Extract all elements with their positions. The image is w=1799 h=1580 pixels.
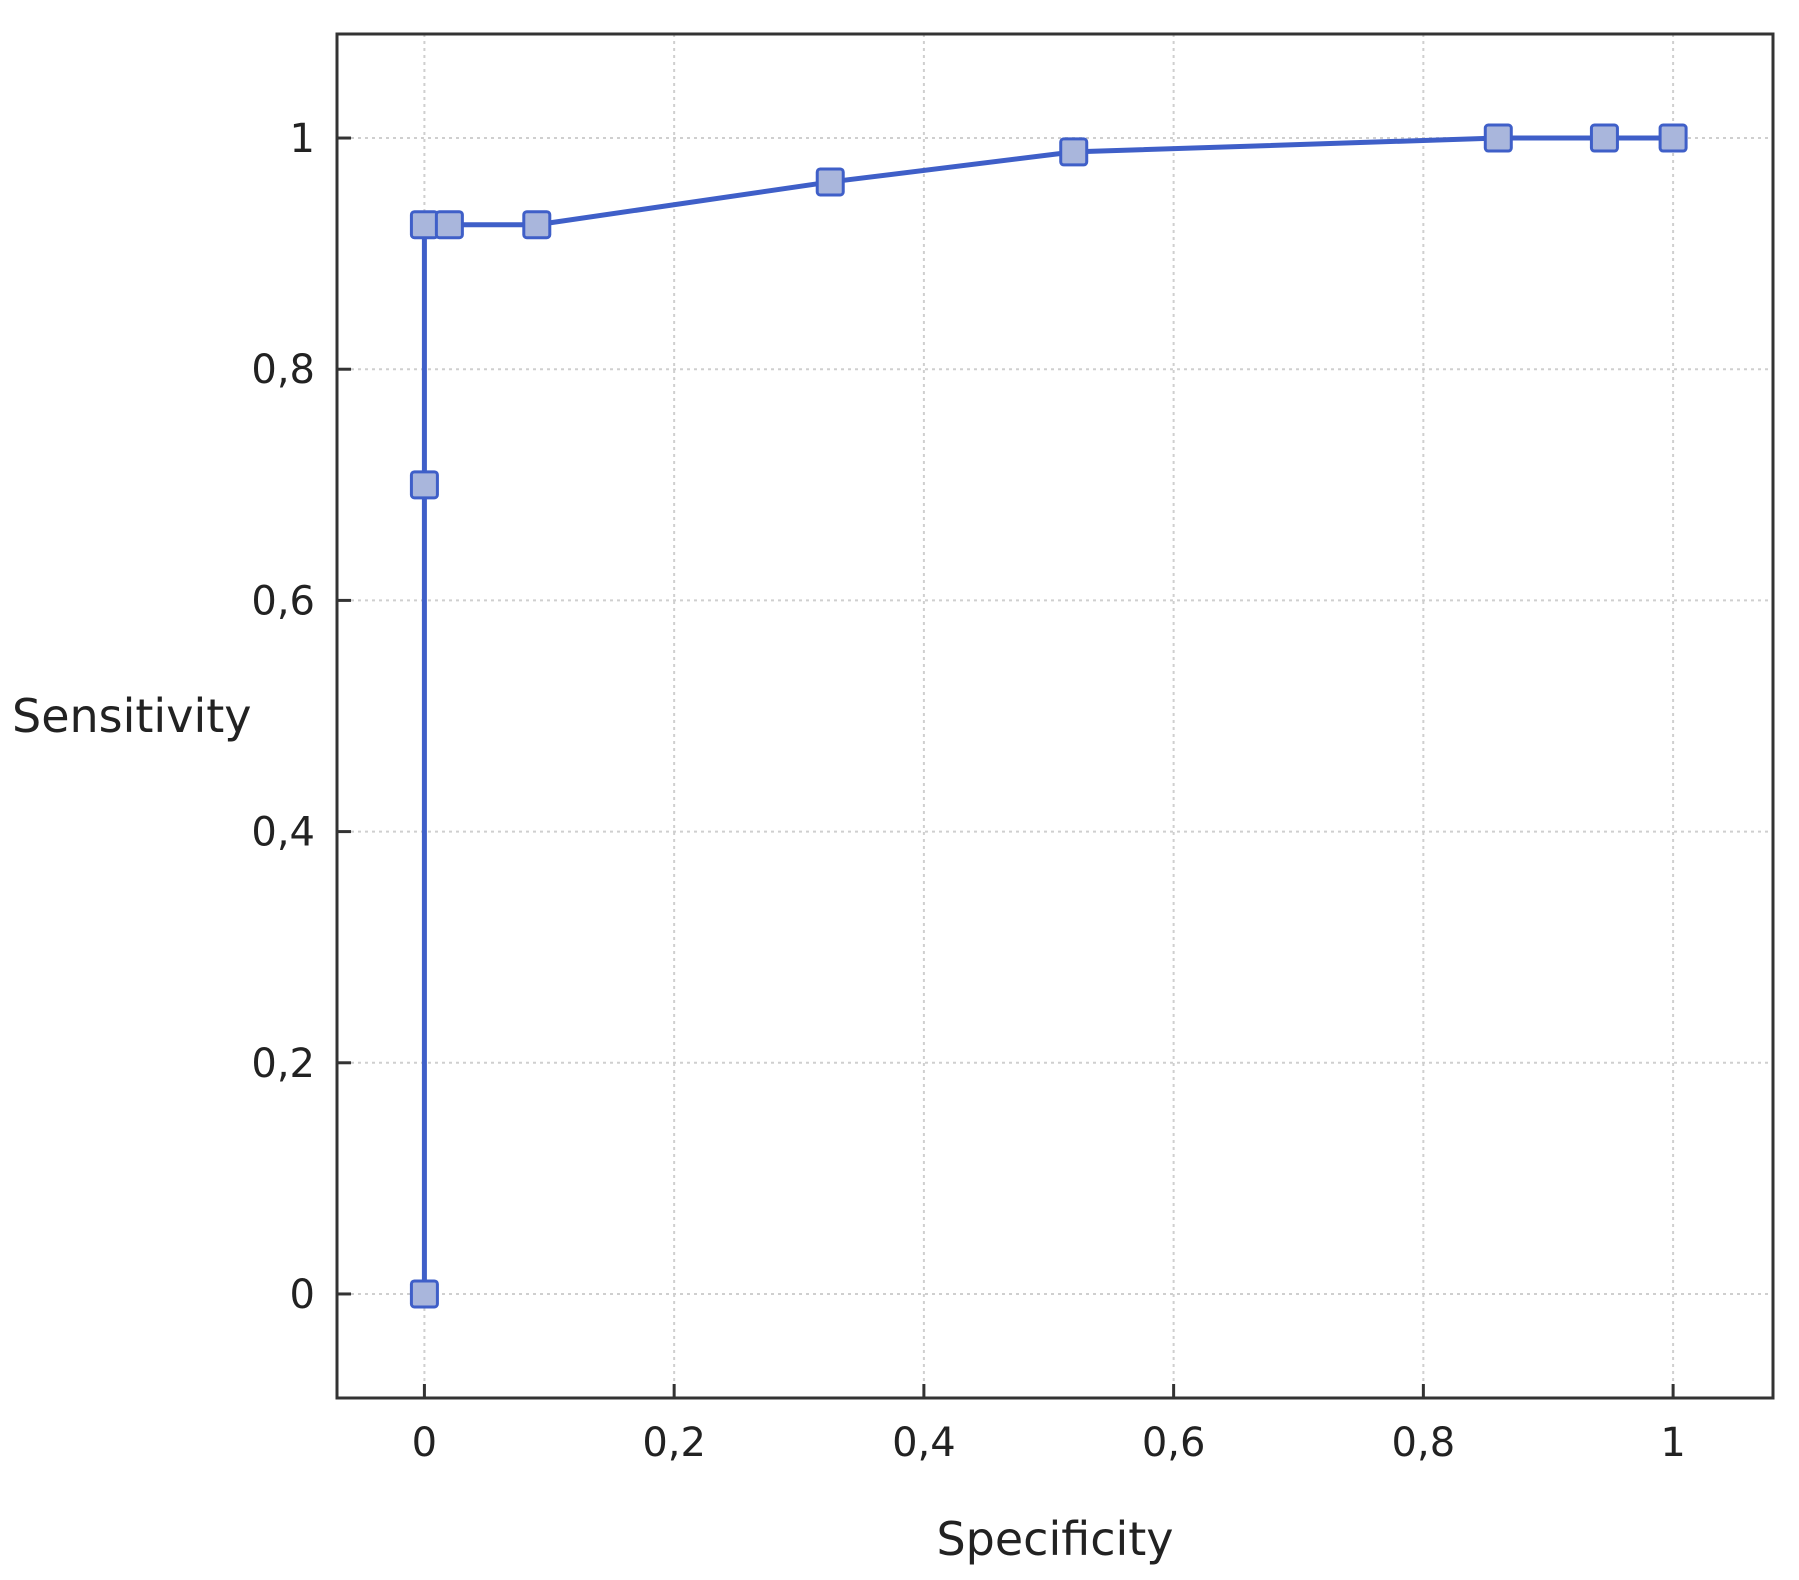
y-tick-label: 0,6 <box>251 578 315 624</box>
data-point-marker <box>1483 123 1513 153</box>
x-tick-label: 0,8 <box>1392 1420 1456 1466</box>
x-tick-label: 1 <box>1660 1420 1685 1466</box>
y-tick-label: 1 <box>290 116 315 162</box>
x-tick-label: 0,4 <box>892 1420 956 1466</box>
series-line-0 <box>421 135 1674 1294</box>
y-tick-label: 0,2 <box>251 1041 315 1087</box>
x-tick-label: 0 <box>412 1420 437 1466</box>
x-tick-label: 0,6 <box>1142 1420 1206 1466</box>
y-tick-label: 0,4 <box>251 810 315 856</box>
plot-frame <box>335 32 1775 1400</box>
data-point-marker <box>409 1279 439 1309</box>
grid-lines <box>337 34 1773 1398</box>
x-axis-title: Specificity <box>936 1512 1173 1566</box>
y-axis-title: Sensitivity <box>12 689 251 743</box>
data-point-marker <box>409 210 439 240</box>
y-tick-label: 0,8 <box>251 347 315 393</box>
x-tick-label: 0,2 <box>642 1420 706 1466</box>
data-point-marker <box>815 167 845 197</box>
data-point-marker <box>1059 137 1089 167</box>
data-point-marker <box>1589 123 1619 153</box>
y-tick-label: 0 <box>290 1272 315 1318</box>
data-point-marker <box>409 470 439 500</box>
data-point-marker <box>522 210 552 240</box>
axis-ticks: 0 0,2 0,4 0,6 0,8 1 0 0,2 0,4 0,6 0,8 1 <box>251 116 1685 1466</box>
data-point-marker <box>434 210 464 240</box>
data-point-marker <box>1658 123 1688 153</box>
series-roc <box>409 123 1688 1309</box>
